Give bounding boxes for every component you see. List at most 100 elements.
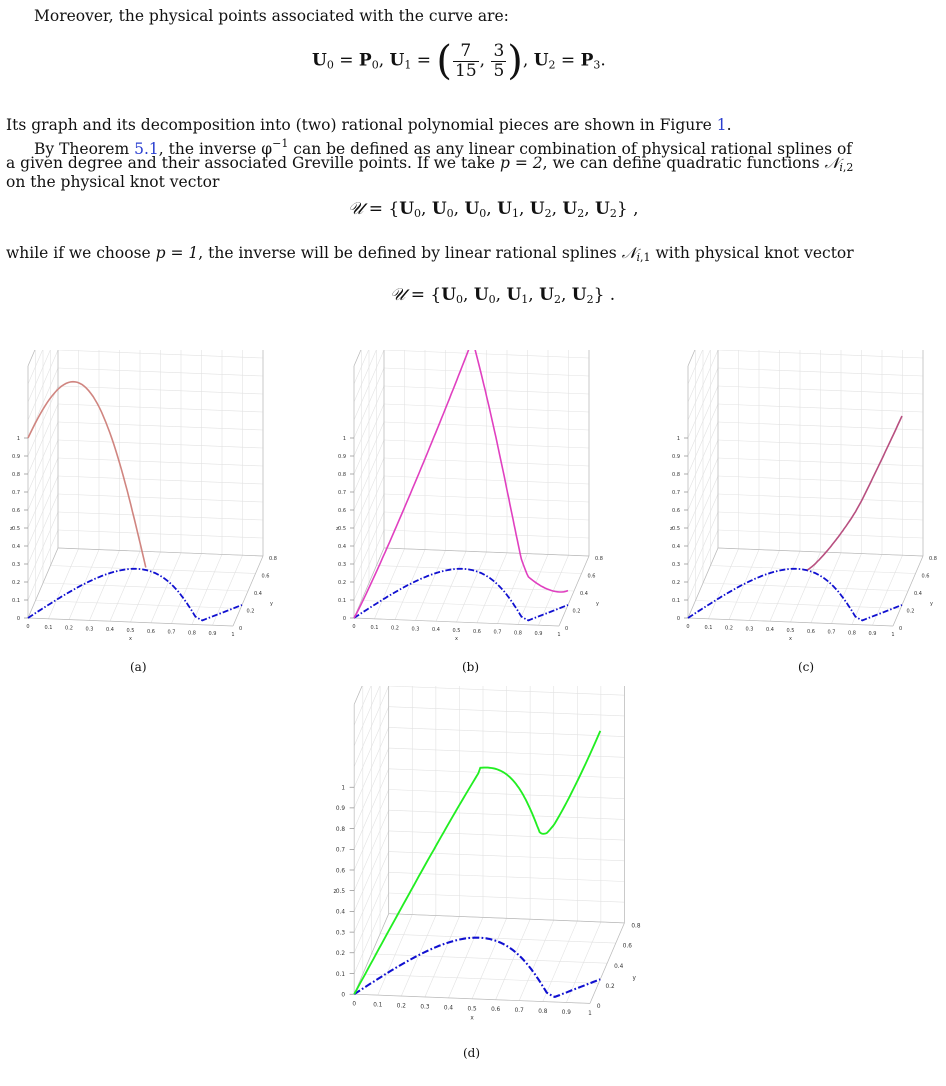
- axes-grid: 0 0.1 0.2 0.3 0.4 0.5 0.6 0.7 0.8 0.9 1 x 0 0.2 0.4 0.6…: [10, 350, 277, 642]
- paragraph-theorem-line1: By Theorem 5.1, the inverse φ−1 can be d…: [34, 134, 852, 159]
- axis-edge: [353, 617, 560, 627]
- x-tick-label: 0.4: [432, 627, 440, 633]
- axis-edge: [388, 913, 625, 924]
- grid-line: [380, 933, 616, 944]
- axis-edge: [687, 547, 719, 619]
- z-tick-label: 0: [17, 616, 20, 622]
- z-tick-label: 0.4: [12, 544, 20, 550]
- caption-d: (d): [463, 1046, 481, 1060]
- x-tick-label: 0.5: [467, 1006, 476, 1012]
- plot-d: 0 0.1 0.2 0.3 0.4 0.5 0.6 0.7 0.8 0.9 1 x 0 0.2 0.4 0.6…: [334, 686, 641, 1022]
- grid-line: [376, 565, 582, 574]
- z-tick-label: 0.7: [672, 490, 680, 496]
- x-tick-label: 0.9: [209, 631, 217, 637]
- x-tick-label: 0.6: [147, 629, 155, 635]
- grid-line: [383, 511, 590, 521]
- x-tick-label: 0.8: [514, 630, 522, 636]
- x-tick-label: 0.2: [391, 626, 399, 632]
- grid-line: [57, 367, 264, 377]
- z-tick-label: 0.3: [336, 930, 345, 936]
- z-tick-label: 0.2: [672, 580, 680, 586]
- grid-line: [388, 809, 625, 820]
- axis-edge: [687, 350, 696, 367]
- z-tick-label: 0.7: [338, 490, 346, 496]
- plot-a: 0 0.1 0.2 0.3 0.4 0.5 0.6 0.7 0.8 0.9 1 x 0 0.2 0.4 0.6…: [10, 350, 277, 642]
- z-axis-label: z: [670, 526, 673, 532]
- y-tick-label: 0.6: [922, 574, 930, 580]
- x-tick-label: 0.7: [168, 630, 176, 636]
- paragraph-figure-ref: Its graph and its decomposition into (tw…: [6, 116, 732, 134]
- y-tick-label: 0.4: [580, 591, 588, 597]
- y-tick-label: 0.4: [614, 964, 623, 970]
- axis-edge: [353, 686, 363, 705]
- caption-c: (c): [798, 660, 815, 674]
- z-tick-label: 0.4: [672, 544, 680, 550]
- y-tick-label: 0.2: [573, 609, 581, 615]
- y-tick-label: 0.8: [595, 556, 603, 562]
- y-tick-label: 0.2: [247, 609, 255, 615]
- y-tick-label: 0.6: [262, 574, 270, 580]
- theorem-line3-text: on the physical knot vector: [6, 173, 220, 191]
- axis-edge: [383, 547, 590, 557]
- paragraph-intro: Moreover, the physical points associated…: [34, 6, 509, 26]
- base-curve: [353, 936, 601, 998]
- grid-line: [353, 350, 369, 385]
- grid-line: [388, 851, 625, 862]
- z-tick-label: 0.2: [12, 580, 20, 586]
- axis-edge: [687, 617, 894, 627]
- theorem-link[interactable]: 5.1: [134, 140, 159, 158]
- z-axis-label: z: [10, 526, 13, 532]
- x-tick-label: 0.1: [45, 625, 53, 631]
- linear-p: p = 1: [155, 244, 199, 262]
- z-tick-label: 1: [343, 436, 346, 442]
- linear-text-d: with physical knot vector: [650, 244, 854, 262]
- grid-line: [388, 747, 625, 758]
- x-tick-label: 0.3: [746, 626, 754, 632]
- inverse-text: , the inverse φ: [158, 140, 273, 158]
- figure-link[interactable]: 1: [716, 116, 727, 134]
- grid-line: [717, 367, 924, 377]
- z-tick-label: 0.8: [12, 472, 20, 478]
- grid-line: [57, 350, 264, 359]
- grid-line: [371, 953, 608, 964]
- plot-c: 0 0.1 0.2 0.3 0.4 0.5 0.6 0.7 0.8 0.9 1 x 0 0.2 0.4 0.6…: [670, 350, 937, 642]
- x-tick-label: 0.4: [444, 1005, 453, 1011]
- grid-line: [383, 457, 590, 467]
- axis-edge: [353, 350, 362, 367]
- axis-edge: [27, 547, 59, 619]
- x-tick-label: 0: [686, 624, 689, 630]
- x-tick-label: 0.4: [766, 627, 774, 633]
- grid-line: [368, 582, 575, 592]
- grid-line: [717, 511, 924, 521]
- equation-knot-vector-quadratic: 𝒰 = {U0, U0, U0, U1, U2, U2, U2} ,: [348, 199, 639, 220]
- x-axis-label: x: [789, 636, 792, 642]
- z-tick-label: 0.9: [336, 806, 345, 812]
- grid-line: [35, 600, 241, 609]
- x-tick-label: 0.2: [65, 626, 73, 632]
- grid-line: [57, 475, 264, 485]
- paragraph-linear: while if we choose p = 1, the inverse wi…: [6, 244, 854, 264]
- z-tick-label: 0.3: [12, 562, 20, 568]
- x-tick-label: 0.1: [705, 625, 713, 631]
- z-tick-label: 0.8: [336, 827, 345, 833]
- grid-line: [717, 493, 924, 503]
- grid-line: [383, 385, 590, 395]
- grid-line: [383, 350, 590, 359]
- x-axis-label: x: [455, 636, 458, 642]
- z-tick-label: 1: [341, 786, 345, 792]
- x-tick-label: 0.5: [453, 628, 461, 634]
- z-tick-label: 1: [17, 436, 20, 442]
- x-tick-label: 0.8: [848, 630, 856, 636]
- grid-line: [353, 686, 372, 726]
- grid-line: [388, 892, 625, 903]
- grid-line: [57, 385, 264, 395]
- grid-line: [717, 350, 924, 359]
- grid-line: [383, 367, 590, 377]
- x-tick-label: 0.7: [828, 630, 836, 636]
- z-tick-label: 0.9: [672, 454, 680, 460]
- axis-edge: [717, 547, 924, 557]
- x-tick-label: 0.6: [807, 629, 815, 635]
- y-tick-label: 0: [899, 626, 902, 632]
- grid-line: [361, 600, 567, 609]
- theorem-text: By Theorem: [34, 140, 130, 158]
